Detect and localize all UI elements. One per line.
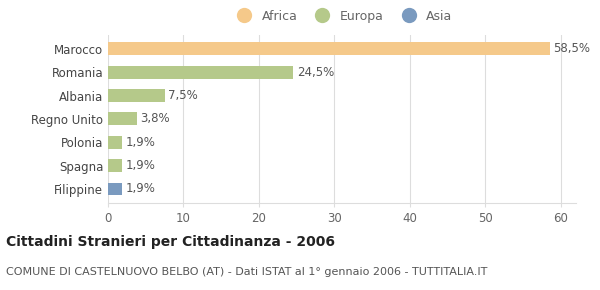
Text: 3,8%: 3,8% bbox=[140, 113, 170, 125]
Legend: Africa, Europa, Asia: Africa, Europa, Asia bbox=[229, 7, 455, 25]
Text: COMUNE DI CASTELNUOVO BELBO (AT) - Dati ISTAT al 1° gennaio 2006 - TUTTITALIA.IT: COMUNE DI CASTELNUOVO BELBO (AT) - Dati … bbox=[6, 267, 487, 277]
Bar bbox=[108, 42, 550, 55]
Text: 1,9%: 1,9% bbox=[126, 136, 156, 149]
Text: 1,9%: 1,9% bbox=[126, 182, 156, 195]
Text: Cittadini Stranieri per Cittadinanza - 2006: Cittadini Stranieri per Cittadinanza - 2… bbox=[6, 235, 335, 249]
Bar bbox=[108, 66, 293, 79]
Text: 58,5%: 58,5% bbox=[553, 42, 590, 55]
Bar bbox=[108, 89, 164, 102]
Text: 7,5%: 7,5% bbox=[169, 89, 198, 102]
Bar bbox=[108, 182, 122, 195]
Text: 24,5%: 24,5% bbox=[297, 66, 334, 79]
Text: 1,9%: 1,9% bbox=[126, 159, 156, 172]
Bar bbox=[108, 159, 122, 172]
Bar bbox=[108, 113, 137, 125]
Bar bbox=[108, 136, 122, 149]
